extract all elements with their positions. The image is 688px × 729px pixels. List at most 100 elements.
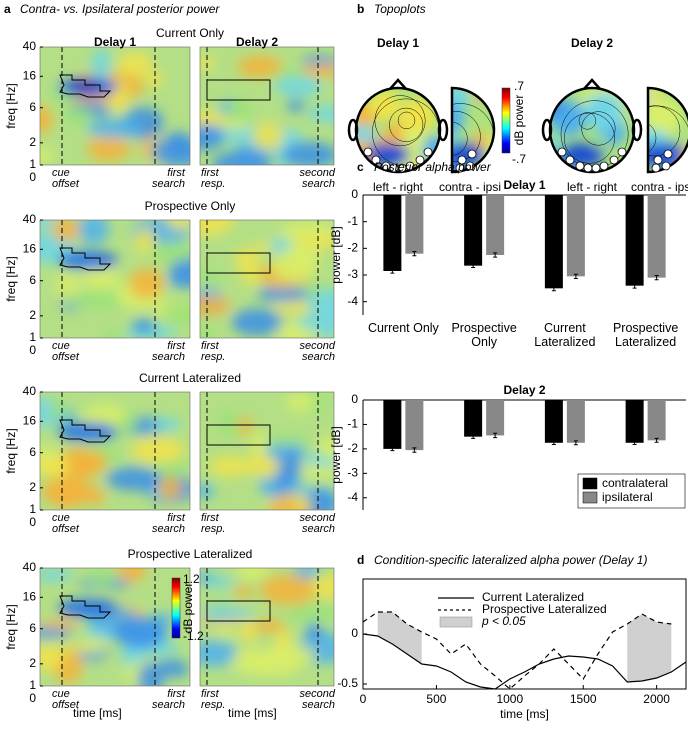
y-tick-label: 2 [29,656,36,670]
tf-blob [286,241,320,274]
bar [647,400,666,441]
bar [383,400,402,449]
y-tick-label: 16 [23,241,37,255]
colorbar-tick-label: -1.2 [183,629,204,643]
event-label: first resp. [201,688,226,711]
colorbar-tick-label: .7 [514,79,524,93]
topo-blob [648,88,660,107]
event-label: second search [299,340,335,363]
x-tick-label: 0 [360,692,367,706]
electrode [405,161,415,171]
tf-blob [235,584,253,599]
contour [578,112,597,130]
topo-blob [356,105,375,131]
tf-map [200,220,334,338]
y-tick-label: 40 [23,212,37,226]
electrode [415,155,425,165]
error-bar [390,268,395,274]
panel-label: a [4,2,11,16]
bar [625,400,644,443]
tf-blobs [40,48,190,165]
bar [647,195,666,278]
contour [374,95,426,147]
error-bar [632,282,637,289]
tf-blob [307,289,334,319]
tf-blob [40,105,54,134]
tf-blob [310,573,334,599]
tf-blob [49,399,69,421]
tf-blob [137,661,165,686]
row-title: Current Lateralized [139,371,241,385]
event-label: first resp. [201,512,226,535]
x-axis-label: time [ms] [500,707,549,721]
electrode [467,149,477,159]
tf-blob [117,568,147,583]
electrode [565,155,575,165]
plot-frame [199,391,335,511]
tf-blob [69,426,101,438]
electrode [457,155,467,165]
x-tick-label: Prospective Only [451,321,517,349]
event-label: second search [299,167,335,190]
contour [648,105,681,157]
y-tick-label: -0.5 [337,676,358,690]
tf-blob [74,503,93,510]
plot-frame [39,46,191,166]
bar [405,195,424,254]
legend-swatch [439,616,473,628]
bar [566,195,585,277]
significance-area [627,614,672,682]
tf-blob [235,247,260,274]
tf-blob [237,55,283,78]
tf-blob [169,255,190,289]
electrode [583,163,593,173]
bar [383,195,402,271]
tf-blob [283,604,334,624]
electrode [653,155,663,165]
event-label: first search [151,167,185,190]
tf-blob [227,97,253,125]
electrode [371,155,381,165]
electrode [599,161,609,171]
topo-blob [400,127,425,152]
x-tick-label: 0 [29,170,36,184]
tf-blobs [40,568,189,686]
topo-caption: contra - ipsi [631,180,688,194]
tf-blob [265,434,309,446]
tf-blob [279,450,303,483]
electrode [363,147,373,157]
tf-map [40,220,190,338]
ear [541,118,553,142]
column-title: Delay 1 [377,36,419,50]
column-title: Delay 2 [236,35,278,49]
tf-blob [154,458,188,478]
x-tick-label: Prospective Lateralized [612,321,679,349]
x-tick-label: 0 [29,515,36,529]
head-outline [450,86,496,174]
tf-blob [259,574,319,606]
y-tick-label: 16 [23,589,37,603]
x-tick-label: 1000 [496,692,523,706]
colorbar-label: dB power [512,95,526,146]
nose [389,78,407,90]
colorbar [501,87,511,154]
panel-label: b [357,2,364,16]
column-title: Delay 1 [94,35,136,49]
y-tick-label: 1 [29,157,36,171]
contour [648,120,657,155]
tf-blob [274,76,323,97]
y-tick-label: 1 [29,330,36,344]
y-axis-label: freq [Hz] [4,428,18,473]
tf-blob [200,56,215,70]
topo-blob [452,101,465,136]
tf-blob [257,286,309,303]
y-tick-label: 2 [29,308,36,322]
tf-blob [40,619,79,630]
electrode [465,161,475,171]
colorbar-tick-label: 1.2 [183,572,200,586]
plot-frame [39,219,191,339]
tf-blob [151,417,181,431]
tf-blob [167,220,190,230]
tf-map [200,568,334,686]
tf-blob [145,71,163,88]
